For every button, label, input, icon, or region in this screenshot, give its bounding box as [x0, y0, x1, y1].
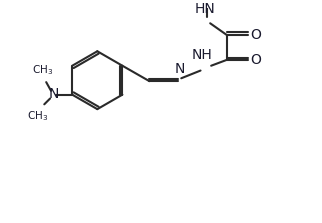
Text: CH$_3$: CH$_3$ — [32, 64, 53, 77]
Text: HN: HN — [195, 2, 216, 16]
Text: N: N — [49, 87, 59, 101]
Text: CH$_3$: CH$_3$ — [27, 109, 48, 123]
Text: N: N — [174, 62, 185, 76]
Text: NH: NH — [192, 48, 213, 62]
Text: O: O — [250, 53, 261, 67]
Text: O: O — [250, 28, 261, 42]
